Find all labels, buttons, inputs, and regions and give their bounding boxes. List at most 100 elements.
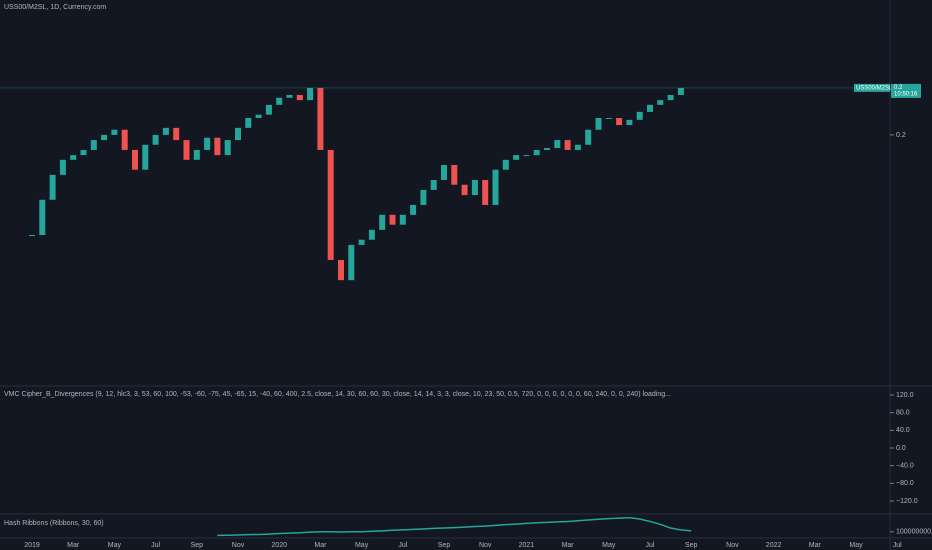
price-badge (891, 83, 921, 98)
time-label: Jul (151, 542, 160, 549)
candle (647, 104, 653, 112)
candle (523, 155, 530, 157)
series-line (217, 516, 692, 537)
candle (441, 165, 447, 181)
candle (605, 117, 612, 119)
candle (142, 144, 149, 170)
time-label: Mar (809, 542, 822, 549)
candle (399, 214, 406, 225)
candle (533, 149, 540, 156)
candle (492, 169, 499, 205)
candle (513, 155, 520, 160)
time-label: Sep (191, 542, 204, 549)
candle (59, 159, 66, 175)
candle (214, 137, 221, 156)
price-badge-text: 0.2 (894, 85, 903, 91)
candle (544, 148, 550, 150)
time-label: May (849, 542, 863, 549)
time-label: Jul (646, 542, 655, 549)
candle (595, 117, 602, 130)
candle (49, 174, 56, 200)
price-label: −120.0 (896, 498, 918, 505)
candle (348, 244, 355, 281)
candle (564, 140, 571, 150)
price-label: −80.0 (896, 480, 914, 487)
time-label: Jul (893, 542, 902, 549)
candle (162, 127, 169, 135)
price-label: 100000000.0 (896, 529, 932, 536)
time-label: 2020 (271, 542, 287, 549)
time-label: May (602, 542, 616, 549)
candle (90, 140, 97, 150)
time-label: Nov (726, 542, 739, 549)
candle (70, 155, 77, 160)
candle (636, 111, 643, 120)
price-label: 40.0 (896, 427, 910, 434)
candle (554, 140, 561, 149)
candle (667, 94, 674, 101)
candle (276, 97, 283, 105)
candle (430, 180, 437, 190)
candle (379, 214, 386, 230)
time-label: 2021 (519, 542, 535, 549)
candle (410, 204, 417, 215)
candle (204, 137, 211, 150)
price-label: 120.0 (896, 392, 914, 399)
time-label: 2022 (766, 542, 782, 549)
candle (338, 259, 344, 281)
candle (451, 165, 458, 185)
candle (368, 229, 375, 240)
candle (224, 140, 231, 156)
candle (132, 149, 138, 170)
candle (307, 87, 314, 101)
candle (502, 159, 509, 170)
candle (358, 239, 365, 245)
candle (420, 189, 427, 205)
price-label: 80.0 (896, 410, 910, 417)
price-label: 0.2 (896, 132, 906, 139)
candle (121, 129, 128, 150)
time-label: Mar (67, 542, 80, 549)
candle (101, 134, 108, 141)
symbol-badge-text: USS00/M2SL (856, 85, 893, 91)
time-label: Sep (685, 542, 698, 549)
candle (245, 117, 252, 128)
candle (677, 87, 684, 95)
price-label: 0.0 (896, 445, 906, 452)
chart-title: USS00/M2SL, 1D, Currency.com (4, 4, 106, 11)
candle (173, 127, 180, 141)
candle (585, 129, 592, 145)
candle (482, 180, 489, 205)
time-label: Jul (398, 542, 407, 549)
candle (286, 94, 293, 98)
candle (626, 119, 633, 126)
time-label: Sep (438, 542, 451, 549)
candle (29, 235, 35, 237)
time-label: May (355, 542, 369, 549)
time-label: Nov (232, 542, 245, 549)
candle (461, 184, 468, 196)
candle (389, 214, 396, 225)
candle (235, 127, 241, 141)
time-badge-text: 10:50:16 (894, 91, 918, 97)
candle (265, 104, 272, 115)
candle (471, 180, 478, 196)
time-label: 2019 (24, 542, 40, 549)
candle (255, 114, 262, 118)
candle (657, 100, 664, 105)
time-label: Mar (314, 542, 327, 549)
candle (152, 134, 159, 145)
candle (296, 94, 303, 101)
indicator-title: VMC Cipher_B_Divergences (9, 12, hlc3, 3… (4, 391, 671, 398)
candle (111, 129, 118, 135)
candle (39, 199, 46, 236)
price-label: −40.0 (896, 462, 914, 469)
candle (183, 140, 190, 160)
indicator-title: Hash Ribbons (Ribbons, 30, 60) (4, 520, 104, 527)
time-label: Mar (562, 542, 575, 549)
candle (616, 117, 623, 126)
time-label: Nov (479, 542, 492, 549)
candle (574, 144, 581, 150)
candle (317, 87, 324, 150)
